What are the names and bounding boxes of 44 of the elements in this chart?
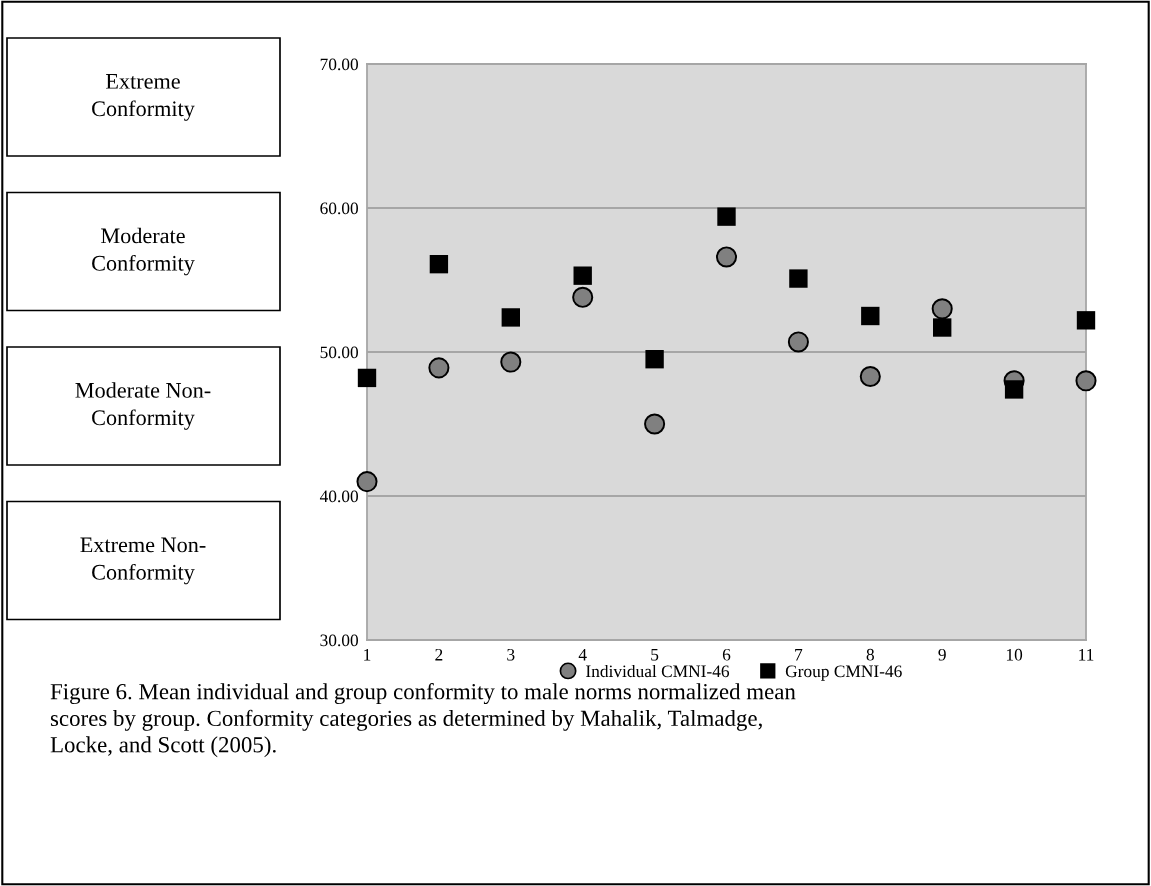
point bbox=[501, 308, 520, 327]
point bbox=[500, 351, 522, 373]
x-tick-label: 3 bbox=[507, 648, 515, 661]
x-tick-label: 9 bbox=[938, 648, 946, 661]
text: Moderate Non- Conformity bbox=[75, 382, 211, 430]
point bbox=[931, 298, 953, 320]
point bbox=[715, 246, 738, 268]
point bbox=[429, 254, 449, 274]
x-tick-label: 4 bbox=[578, 648, 587, 661]
point bbox=[428, 357, 450, 379]
point bbox=[717, 207, 736, 226]
point bbox=[573, 266, 592, 285]
point bbox=[1076, 311, 1096, 330]
text: Extreme Non- Conformity bbox=[80, 537, 206, 585]
legend-label: Individual CMNI-46 bbox=[586, 664, 730, 678]
point bbox=[1004, 380, 1024, 399]
caption: Figure 6. Mean individual and group conformity to male norms normalized mean scores by group. Conformity categories as determined by Mahalik, Talmadge, Locke, and Scott (2005). bbox=[50, 683, 796, 758]
x-tick-label: 5 bbox=[651, 649, 659, 661]
y-tick-label: 50.00 bbox=[320, 346, 358, 359]
point bbox=[357, 368, 377, 388]
y-tick-label: 40.00 bbox=[319, 490, 358, 503]
legend-label: Group CMNI-46 bbox=[785, 665, 902, 681]
text: Extreme Conformity bbox=[92, 74, 195, 121]
point bbox=[644, 413, 666, 435]
y-tick-label: 30.00 bbox=[320, 634, 358, 647]
x-tick-label: 10 bbox=[1006, 648, 1023, 661]
y-tick-label: 60.00 bbox=[320, 202, 358, 215]
x-tick-label: 6 bbox=[722, 648, 731, 661]
y-tick-label: 70.00 bbox=[320, 58, 358, 71]
point bbox=[859, 365, 881, 388]
x-tick-label: 1 bbox=[364, 648, 371, 661]
point bbox=[861, 306, 880, 326]
point bbox=[572, 286, 594, 308]
point bbox=[1075, 370, 1097, 392]
point bbox=[933, 318, 952, 337]
text: Moderate Conformity bbox=[92, 227, 195, 276]
point bbox=[787, 331, 809, 353]
x-tick-label: 8 bbox=[866, 648, 874, 661]
point bbox=[789, 269, 808, 288]
x-tick-label: 11 bbox=[1079, 648, 1094, 661]
x-tick-label: 7 bbox=[795, 649, 803, 661]
point bbox=[645, 350, 664, 369]
point bbox=[356, 471, 378, 493]
x-tick-label: 2 bbox=[435, 648, 443, 661]
